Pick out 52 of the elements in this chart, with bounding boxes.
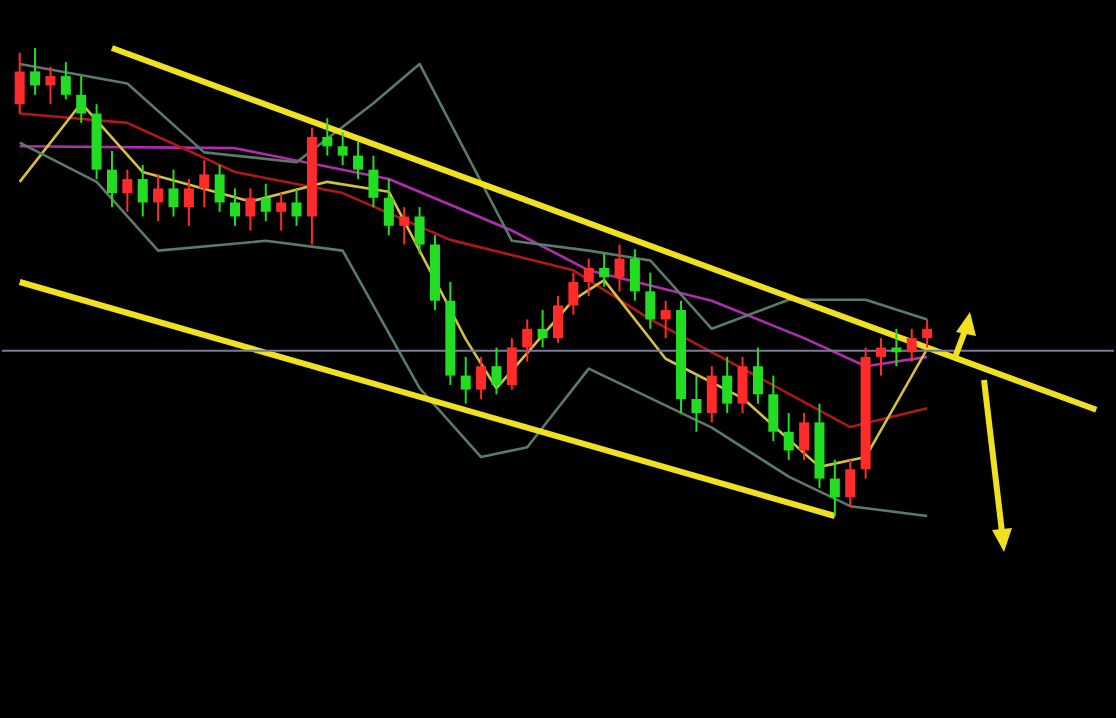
candlestick [183, 178, 194, 227]
candlestick [845, 458, 856, 508]
candlestick [553, 295, 563, 344]
candlestick [137, 164, 148, 218]
candlestick [722, 355, 733, 415]
candlestick [337, 131, 348, 166]
candlestick [614, 243, 625, 293]
candlestick [260, 182, 271, 223]
candlestick [245, 187, 256, 232]
candlestick [399, 206, 410, 246]
candlestick [522, 318, 533, 363]
candlestick [383, 178, 394, 237]
candlestick [599, 252, 610, 288]
candlestick [353, 140, 364, 181]
candlestick [106, 149, 117, 209]
candlestick [199, 159, 210, 209]
candlestick [706, 365, 717, 424]
candlestick [122, 168, 133, 213]
candlestick [737, 355, 748, 415]
candlestick [906, 327, 917, 363]
candlestick [168, 168, 179, 218]
candlestick [506, 337, 517, 391]
candlestick [691, 374, 702, 433]
candlestick [660, 299, 671, 340]
candlestick [291, 187, 302, 227]
candlestick [583, 257, 594, 298]
candlestick [30, 47, 41, 96]
candlestick [45, 65, 56, 106]
candlestick [783, 412, 794, 461]
candlestick [476, 355, 487, 400]
candlestick [276, 192, 287, 232]
candlestick [752, 346, 763, 405]
candlestick [322, 117, 333, 157]
candlestick [922, 318, 933, 349]
candlestick [214, 164, 225, 213]
candlestick [537, 309, 548, 349]
candlestick [76, 75, 87, 124]
candlestick [60, 61, 71, 101]
candlestick [645, 271, 656, 330]
candlestick [875, 337, 886, 377]
candlestick [368, 154, 379, 209]
candlestick [460, 355, 471, 405]
candlestick [799, 412, 810, 461]
candlestick [414, 206, 425, 255]
candlestick [230, 187, 241, 227]
candlestick [629, 248, 640, 302]
candlestick [153, 173, 164, 223]
candlestick [829, 458, 840, 517]
candlestick [768, 374, 779, 443]
candlestick [491, 346, 502, 396]
candlestick [14, 51, 25, 115]
candlestick [568, 271, 579, 316]
